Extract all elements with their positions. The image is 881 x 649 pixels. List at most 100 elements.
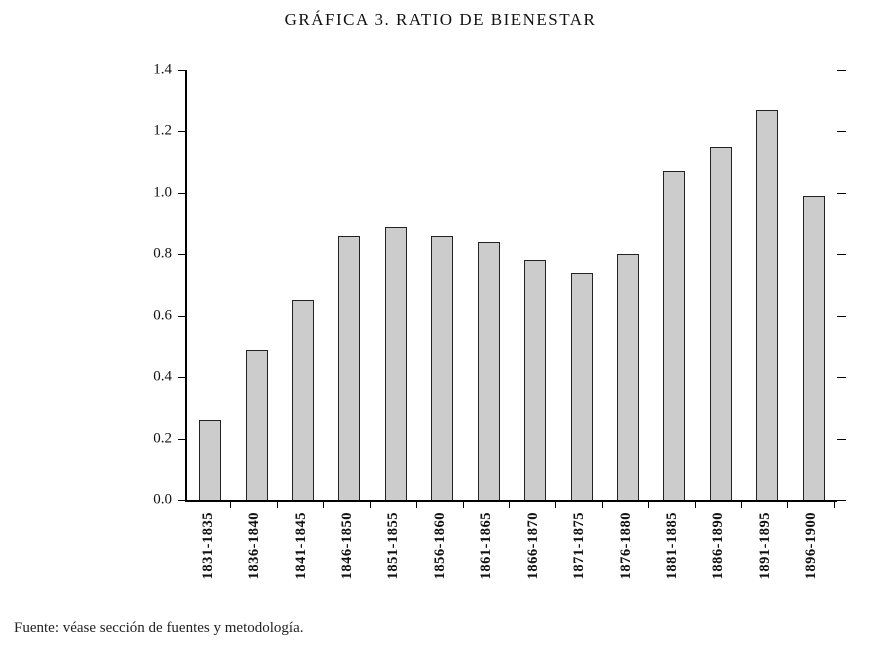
- y-axis-labels: 0.0 0.2 0.4 0.6 0.8 1.0 1.2 1.4: [100, 62, 172, 508]
- x-axis-ticks: [185, 502, 835, 508]
- bar-slot: [698, 70, 744, 500]
- x-tick-label: 1831-1835: [199, 512, 216, 580]
- bar: [384, 226, 407, 500]
- bar-slot: [373, 70, 419, 500]
- x-tick-mark: [742, 502, 789, 508]
- x-tick-label: 1861-1865: [478, 512, 495, 580]
- x-tick-label: 1876-1880: [617, 512, 634, 580]
- y-tick-label: 0.4: [153, 368, 172, 385]
- bar-slot: [280, 70, 326, 500]
- plot-area: [178, 70, 846, 502]
- x-tick-mark: [417, 502, 464, 508]
- x-label-slot: 1896-1900: [788, 512, 834, 607]
- bar: [524, 260, 547, 500]
- y-tick-mark-left: [178, 438, 187, 440]
- y-tick-mark-right: [837, 192, 846, 194]
- y-tick-mark-left: [178, 377, 187, 379]
- bar: [756, 109, 779, 500]
- x-tick-mark: [324, 502, 371, 508]
- bar: [617, 254, 639, 500]
- x-tick-label: 1886-1890: [710, 512, 727, 580]
- x-tick-mark: [231, 502, 278, 508]
- x-tick-label: 1891-1895: [756, 512, 773, 580]
- y-tick-mark-right: [837, 70, 846, 71]
- y-tick-label: 0.2: [153, 430, 172, 447]
- bar-slot: [466, 70, 512, 500]
- bar-slot: [233, 70, 279, 500]
- x-label-slot: 1866-1870: [510, 512, 556, 607]
- x-label-slot: 1891-1895: [742, 512, 788, 607]
- x-tick-label: 1856-1860: [431, 512, 448, 580]
- bar: [709, 146, 732, 500]
- x-label-slot: 1881-1885: [649, 512, 695, 607]
- bar-slot: [605, 70, 651, 500]
- bar: [199, 420, 222, 500]
- bar-slot: [326, 70, 372, 500]
- x-label-slot: 1861-1865: [464, 512, 510, 607]
- x-tick-mark: [556, 502, 603, 508]
- y-tick-mark-right: [837, 377, 846, 379]
- y-tick-label: 1.4: [153, 61, 172, 78]
- bar-slot: [558, 70, 604, 500]
- x-axis-labels: 1831-1835 1836-1840 1841-1845 1846-1850 1851…: [185, 512, 835, 607]
- bar-slot: [512, 70, 558, 500]
- x-tick-mark: [510, 502, 557, 508]
- bars-row: [187, 70, 837, 500]
- y-tick-mark-left: [178, 254, 187, 256]
- y-tick-mark-left: [178, 131, 187, 133]
- x-tick-mark: [371, 502, 418, 508]
- y-tick-mark-left: [178, 70, 187, 71]
- y-tick-mark-right: [837, 131, 846, 133]
- x-tick-label: 1881-1885: [663, 512, 680, 580]
- bar-slot: [187, 70, 233, 500]
- bar: [338, 235, 361, 500]
- y-tick-label: 0.0: [153, 491, 172, 508]
- bar: [431, 235, 454, 500]
- y-tick-label: 0.8: [153, 245, 172, 262]
- x-label-slot: 1841-1845: [278, 512, 324, 607]
- x-tick-mark: [603, 502, 650, 508]
- source-note: Fuente: véase sección de fuentes y metod…: [14, 620, 304, 636]
- y-tick-mark-right: [837, 500, 846, 501]
- y-tick-label: 0.6: [153, 307, 172, 324]
- x-label-slot: 1846-1850: [324, 512, 370, 607]
- x-label-slot: 1851-1855: [371, 512, 417, 607]
- x-label-slot: 1886-1890: [696, 512, 742, 607]
- x-tick-mark: [649, 502, 696, 508]
- y-tick-mark-left: [178, 315, 187, 317]
- x-tick-mark: [464, 502, 510, 508]
- bar: [570, 272, 593, 500]
- bar: [663, 171, 686, 500]
- bar-slot: [651, 70, 697, 500]
- x-label-slot: 1831-1835: [185, 512, 231, 607]
- x-tick-mark: [696, 502, 743, 508]
- y-tick-label: 1.0: [153, 184, 172, 201]
- x-tick-label: 1871-1875: [571, 512, 588, 580]
- x-tick-mark: [788, 502, 835, 508]
- bar: [292, 300, 315, 500]
- y-tick-mark-right: [837, 315, 846, 317]
- y-tick-label: 1.2: [153, 122, 172, 139]
- chart-title: GRÁFICA 3. RATIO DE BIENESTAR: [284, 10, 597, 29]
- x-tick-label: 1896-1900: [803, 512, 820, 580]
- bar: [802, 195, 825, 500]
- bar: [477, 242, 500, 500]
- bar: [245, 349, 268, 500]
- x-label-slot: 1856-1860: [417, 512, 463, 607]
- x-label-slot: 1876-1880: [603, 512, 649, 607]
- y-tick-mark-right: [837, 438, 846, 440]
- bar-slot: [790, 70, 836, 500]
- x-tick-mark: [278, 502, 325, 508]
- x-tick-label: 1841-1845: [292, 512, 309, 580]
- y-tick-mark-right: [837, 254, 846, 256]
- y-tick-mark-left: [178, 500, 187, 501]
- x-tick-label: 1836-1840: [246, 512, 263, 580]
- bar-slot: [744, 70, 790, 500]
- x-tick-label: 1866-1870: [524, 512, 541, 580]
- bar-slot: [419, 70, 465, 500]
- y-tick-mark-left: [178, 192, 187, 194]
- x-label-slot: 1836-1840: [231, 512, 277, 607]
- x-label-slot: 1871-1875: [556, 512, 602, 607]
- x-tick-mark: [185, 502, 232, 508]
